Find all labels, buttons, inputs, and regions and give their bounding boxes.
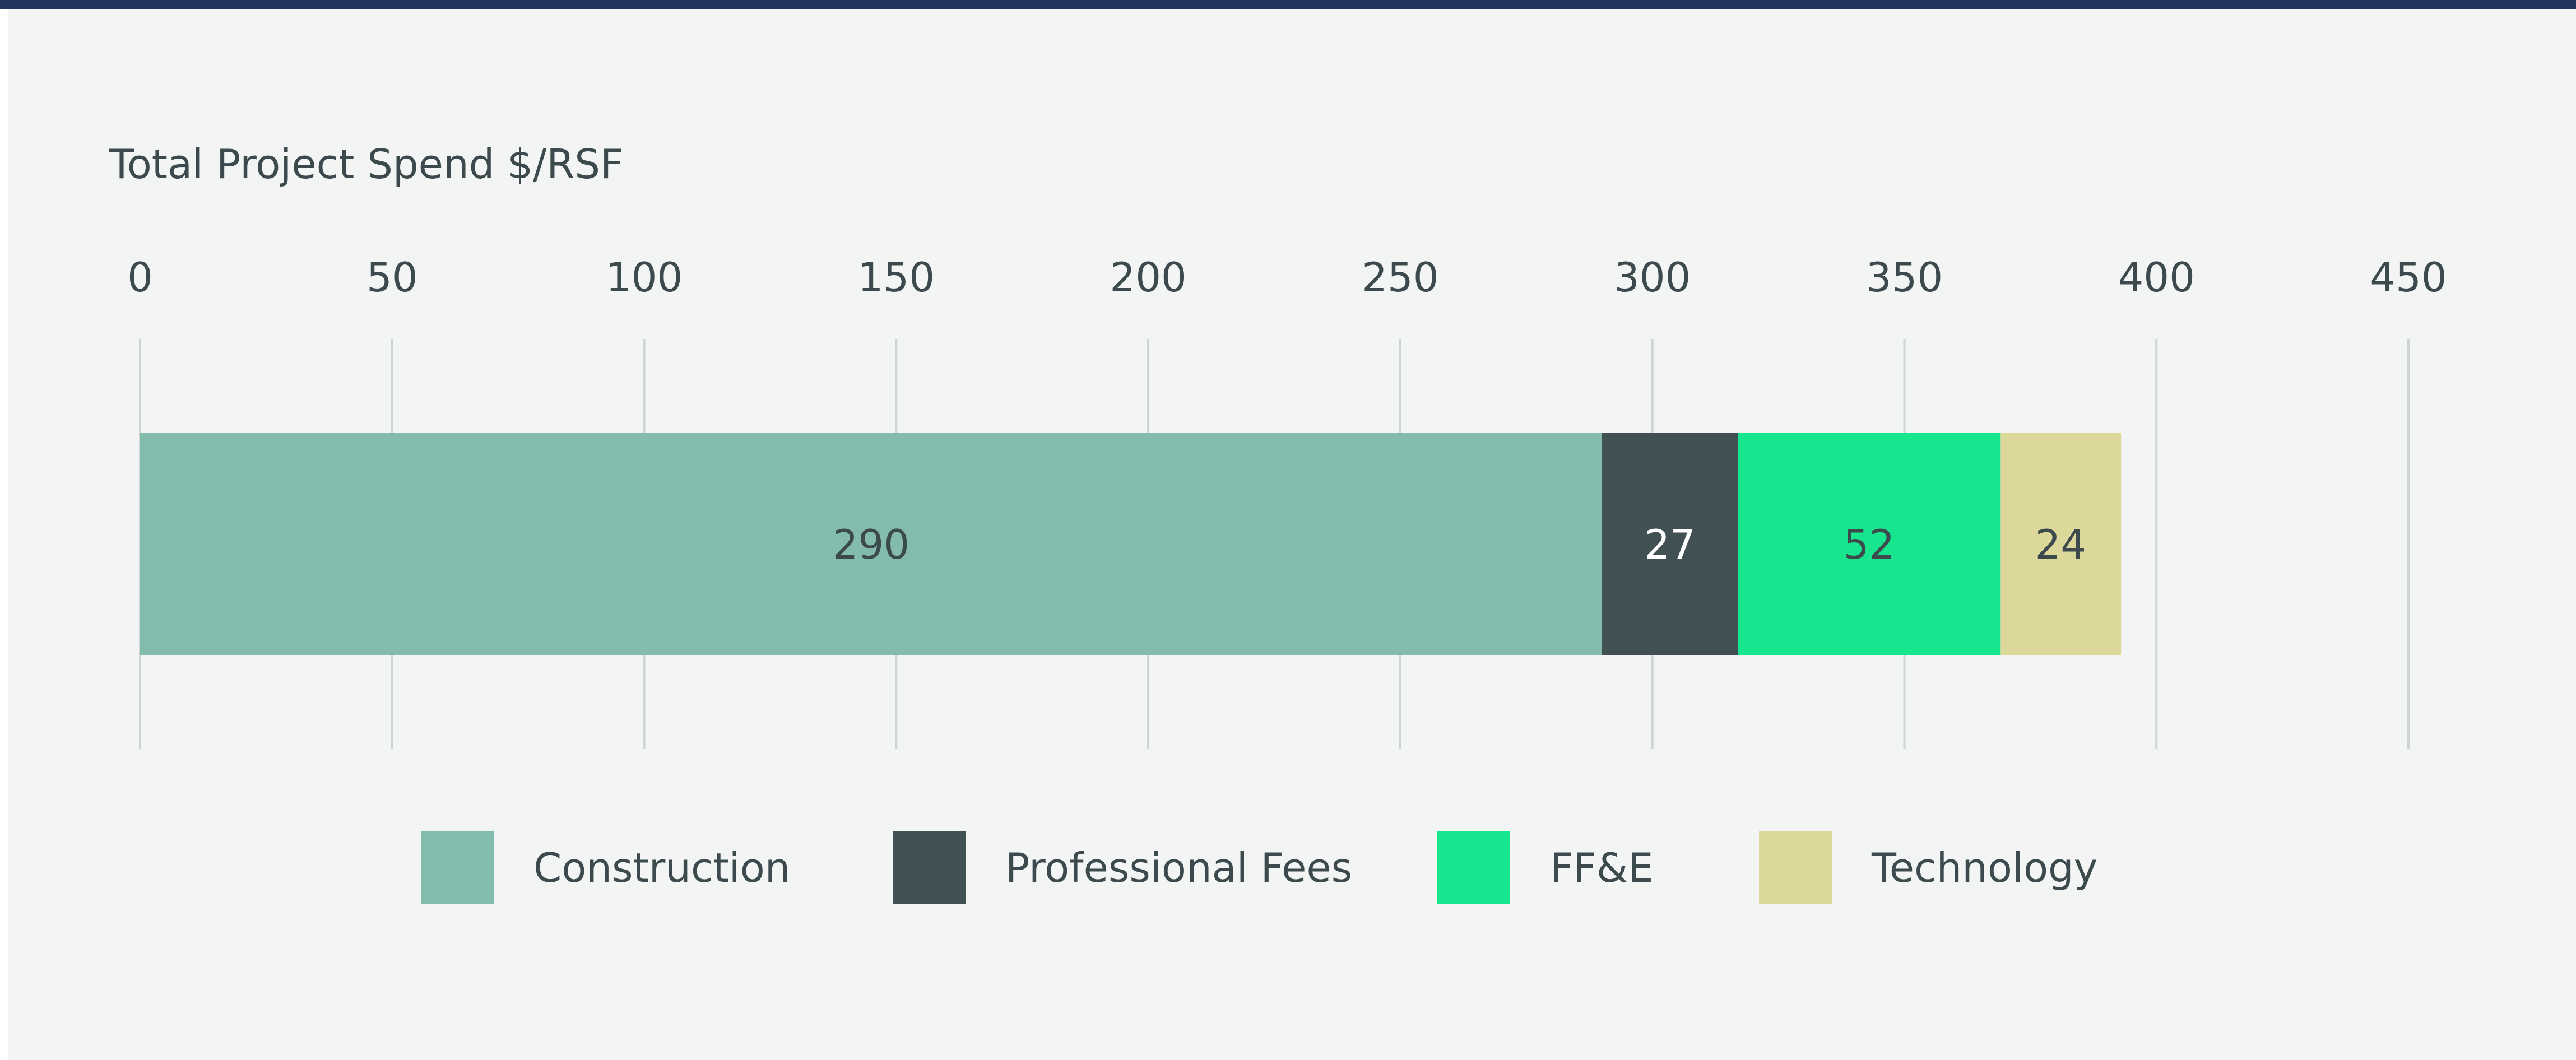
legend-swatch [893,831,966,904]
x-tick-label: 200 [1110,254,1186,301]
bar-value-label: 27 [1644,521,1696,568]
bar-segment [2000,433,2122,655]
x-tick-label: 100 [606,254,683,301]
bar-segment [140,433,1602,655]
bar-value-label: 52 [1844,521,1895,568]
legend-label: FF&E [1550,844,1653,891]
bar-segment [1602,433,1738,655]
x-tick-label: 350 [1866,254,1943,301]
legend-swatch [1759,831,1832,904]
legend-label: Construction [533,844,790,891]
x-tick-label: 50 [366,254,418,301]
x-tick-label: 450 [2370,254,2447,301]
legend-label: Professional Fees [1005,844,1352,891]
x-tick-label: 300 [1614,254,1691,301]
legend-swatch [421,831,494,904]
bar-segment [1738,433,2001,655]
stacked-bar: 290 27 52 24 [140,433,2122,655]
legend: Construction Professional Fees FF&E Technol… [421,831,2097,904]
chart-title: Total Project Spend $/RSF [109,141,623,188]
top-accent-band [0,0,2576,9]
bar-value-label: 290 [833,521,909,568]
bar-value-label: 24 [2035,521,2086,568]
x-tick-label: 250 [1362,254,1438,301]
legend-swatch [1437,831,1510,904]
x-tick-label: 0 [127,254,153,301]
x-tick-label: 150 [858,254,935,301]
axis-tick-labels: 0 50 100 150 200 250 300 350 400 450 [127,254,2447,301]
legend-label: Technology [1871,844,2097,891]
x-tick-label: 400 [2118,254,2195,301]
